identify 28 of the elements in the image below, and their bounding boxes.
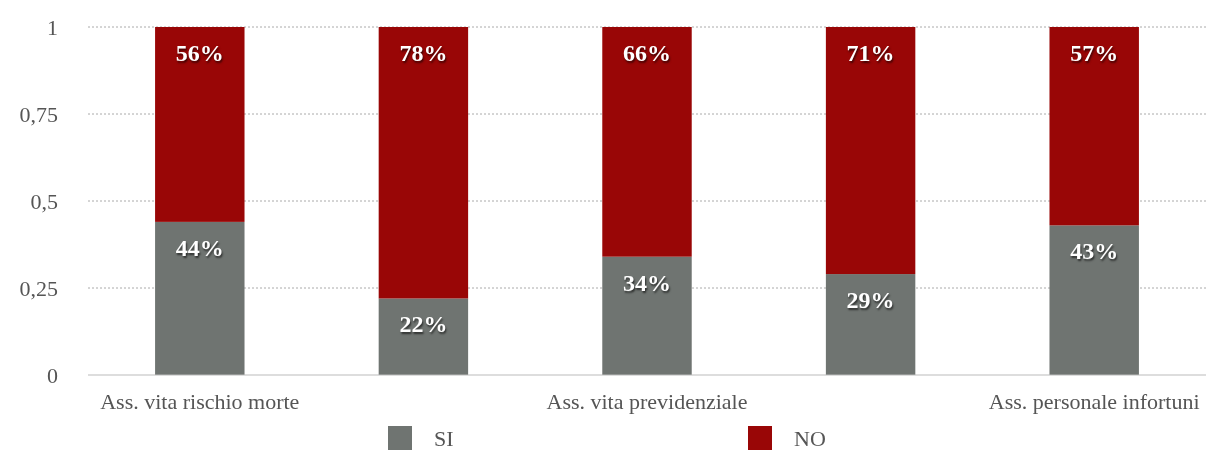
bar [378,27,469,299]
x-tick-label: Ass. personale infortuni [988,389,1200,414]
bar [602,27,692,257]
bar [602,256,692,375]
legend-label: NO [794,425,826,451]
bar [1049,27,1139,226]
y-tick-label: 1 [47,14,58,40]
y-tick-label: 0 [47,362,58,388]
data-label: 66% [623,40,671,66]
y-tick-label: 0,5 [30,188,58,214]
y-tick-label: 0,25 [19,275,58,301]
data-label: 34% [623,269,671,296]
data-label: 22% [399,311,448,338]
data-label: 44% [175,234,224,261]
y-tick-label: 0,75 [19,101,58,127]
bar [155,27,245,222]
bar [155,221,245,375]
bar [825,27,916,275]
data-label: 57% [1070,40,1119,66]
data-label: 71% [846,40,895,66]
data-label: 29% [846,287,895,314]
bar [1049,225,1139,375]
data-label: 56% [175,40,224,66]
data-label: 43% [1070,238,1119,265]
x-tick-label: Ass. vita rischio morte [100,389,300,414]
x-tick-label: Ass. vita previdenziale [546,389,748,414]
data-label: 78% [399,40,448,66]
legend-label: SI [434,425,454,451]
